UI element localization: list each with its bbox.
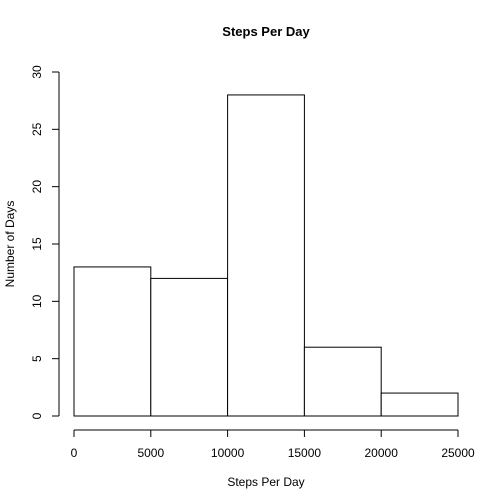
y-tick-label: 15 (30, 237, 44, 251)
x-tick-label: 15000 (288, 446, 322, 460)
x-tick-label: 0 (71, 446, 78, 460)
x-axis: 0 5000 10000 15000 20000 25000 (71, 429, 475, 460)
x-tick-label: 20000 (365, 446, 399, 460)
histogram-bar-5 (380, 392, 459, 417)
y-axis-label: Number of Days (3, 201, 17, 288)
y-axis: 0 5 10 15 20 25 30 (30, 65, 60, 419)
x-tick-label: 25000 (441, 446, 475, 460)
y-tick-label: 0 (30, 412, 44, 419)
chart-title: Steps Per Day (222, 24, 310, 39)
histogram-bar-1 (73, 266, 152, 417)
y-tick-label: 25 (30, 122, 44, 136)
histogram-bar-3 (227, 94, 305, 417)
histogram-bar-4 (303, 346, 382, 417)
y-tick-label: 20 (30, 180, 44, 194)
y-tick-label: 5 (30, 355, 44, 362)
y-tick-label: 30 (30, 65, 44, 79)
x-tick-label: 10000 (211, 446, 245, 460)
histogram-bar-2 (150, 277, 229, 417)
x-tick-label: 5000 (137, 446, 164, 460)
x-axis-label: Steps Per Day (227, 475, 304, 489)
y-tick-label: 10 (30, 294, 44, 308)
bars-group (73, 94, 459, 417)
